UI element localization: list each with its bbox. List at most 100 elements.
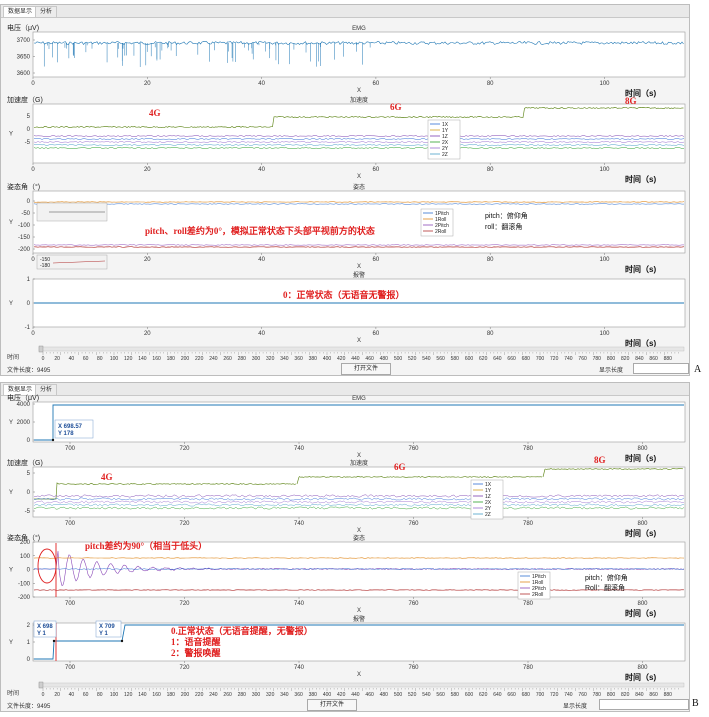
b-alarm-tooltip-2 xyxy=(95,620,122,638)
b-emg-tooltip-x: X 698.57 xyxy=(58,424,83,430)
a-scroll-tick-label: 880 xyxy=(664,356,673,362)
b-att-ytick-label: 200 xyxy=(20,540,31,546)
b-acc-series-flat xyxy=(33,494,685,498)
b-emg-xtick-label: 700 xyxy=(65,446,76,452)
tab-bar: 数据显示 分析 xyxy=(1,5,689,18)
b-att-legend-entry: 2Roll xyxy=(532,592,543,598)
a-att-legend xyxy=(420,208,454,237)
a-acc-series-1x xyxy=(34,138,685,140)
a-scroll-tick-label: 80 xyxy=(97,356,103,362)
a-scroll-tick-label: 680 xyxy=(522,356,531,362)
a-emg-plot-area xyxy=(32,31,686,78)
b-acc-legend-entry: 2Z xyxy=(485,512,491,518)
b-scroll-tick-label: 460 xyxy=(365,692,374,698)
a-scroll-label: 时间 xyxy=(7,353,19,361)
b-acc-step-1 xyxy=(296,476,300,485)
a-acc-legend-entry: 1Z xyxy=(442,134,448,140)
a-emg-xtick-label: 100 xyxy=(599,81,610,87)
b-emg-yaxis-letter: Y xyxy=(9,420,13,426)
a-scroll-tick-label: 360 xyxy=(294,356,303,362)
a-acc-ytick-label: 0 xyxy=(27,127,31,133)
a-emg-xtick-label: 60 xyxy=(373,81,380,87)
a-scroll-tick-label: 520 xyxy=(408,356,417,362)
a-att-inset-tick: -180 xyxy=(40,263,50,269)
a-acc-ytick-label: 5 xyxy=(27,114,31,120)
b-alarm-tooltip-1 xyxy=(33,620,57,638)
b-scroll-tick-label: 20 xyxy=(54,692,60,698)
b-emg-xtick-label: 760 xyxy=(408,446,419,452)
a-scroll-tick-label: 300 xyxy=(252,356,261,362)
a-emg-ytick-label: 3600 xyxy=(17,71,31,77)
b-scroll-tick-label: 200 xyxy=(181,692,190,698)
open-file-button[interactable]: 打开文件 xyxy=(307,699,357,711)
b-scroll-tick-label: 380 xyxy=(309,692,318,698)
b-emg-xtick-label: 780 xyxy=(523,446,534,452)
b-scroll-tick-label: 60 xyxy=(83,692,89,698)
a-scroll-tick-label: 180 xyxy=(167,356,176,362)
b-scroll-tick-label: 500 xyxy=(394,692,403,698)
a-att-ytick-label: -150 xyxy=(18,235,31,241)
b-alarm-ytick-label: 2 xyxy=(27,623,31,629)
a-scroll-tick-label: 820 xyxy=(621,356,630,362)
a-scroll-tick-label: 120 xyxy=(124,356,133,362)
b-scroll-tick-label: 840 xyxy=(635,692,644,698)
b-scroll-tick-label: 160 xyxy=(152,692,161,698)
b-acc-legend-entry: 1X xyxy=(485,482,492,488)
a-acc-plot-area xyxy=(32,103,686,164)
b-emg-xtick-label: 720 xyxy=(179,446,190,452)
open-file-button[interactable]: 打开文件 xyxy=(341,363,391,375)
a-scroll-tick-label: 280 xyxy=(238,356,247,362)
a-alarm-annotation: 0：正常状态（无语音无警报） xyxy=(283,289,405,300)
a-emg-xtick-label: 0 xyxy=(31,81,35,87)
b-scroll-tick-label: 620 xyxy=(479,692,488,698)
b-scroll-tick-label: 400 xyxy=(323,692,332,698)
a-acc-series-1y xyxy=(33,141,685,143)
a-acc-annotation-8g: 8G xyxy=(625,96,637,106)
panel-b: 数据显示 分析 EMG 电压（μV) Y 700 720 740 760 780 800 X 时间（… xyxy=(0,382,690,712)
a-acc-annotation-6g: 6G xyxy=(390,102,402,112)
display-length-input[interactable] xyxy=(599,699,689,710)
a-emg-title: EMG xyxy=(352,26,366,32)
b-scroll-tick-label: 600 xyxy=(465,692,474,698)
tab-analysis[interactable]: 分析 xyxy=(35,6,58,17)
b-acc-legend xyxy=(470,479,504,520)
a-alarm-xtick-label: 100 xyxy=(599,331,610,337)
b-scroll-tick-label: 340 xyxy=(280,692,289,698)
a-acc-series-1z xyxy=(33,144,685,146)
b-alarm-xtick-label: 720 xyxy=(179,665,190,671)
a-att-xtick-label: 0 xyxy=(31,257,35,263)
a-acc-annotation-4g: 4G xyxy=(149,108,161,118)
b-alarm-time-label: 时间（s) xyxy=(625,672,656,682)
b-scroll-tick-label: 120 xyxy=(124,692,133,698)
b-att-ytick-label: 0 xyxy=(27,568,31,574)
b-scroll-track xyxy=(38,682,685,688)
b-scroll-tick-label: 760 xyxy=(578,692,587,698)
a-acc-legend-entry: 2Z xyxy=(442,152,448,158)
b-att-xtick-label: 800 xyxy=(637,601,648,607)
a-scroll-tick-label: 160 xyxy=(152,356,161,362)
b-alarm-xtick-label: 780 xyxy=(523,665,534,671)
a-scroll-tick-label: 260 xyxy=(223,356,232,362)
b-acc-xtick-label: 800 xyxy=(637,521,648,527)
a-att-xtick-label: 80 xyxy=(487,257,494,263)
b-acc-xlabel: X xyxy=(357,528,361,534)
b-scroll-tick-label: 180 xyxy=(167,692,176,698)
b-acc-annotation-4g: 4G xyxy=(101,472,113,482)
b-acc-series-1z-a xyxy=(34,482,297,500)
b-alarm-xlabel: X xyxy=(357,672,361,678)
a-att-ylabel: 姿态角（°) xyxy=(7,182,40,191)
b-acc-ytick-label: 0 xyxy=(27,490,31,496)
file-length-label: 文件长度：9495 xyxy=(7,368,51,374)
file-length-label: 文件长度：9495 xyxy=(7,704,51,710)
b-alarm-xtick-label: 700 xyxy=(65,665,76,671)
b-scroll-tick-label: 780 xyxy=(593,692,602,698)
tab-analysis[interactable]: 分析 xyxy=(35,384,58,395)
display-length-label: 显示长度 xyxy=(563,704,588,710)
b-acc-ylabel: 加速度（G) xyxy=(7,458,43,467)
a-att-inset-bottom-line xyxy=(52,260,106,264)
a-acc-series-1z xyxy=(33,107,684,129)
b-att-note-pitch: pitch：俯仰角 xyxy=(585,573,628,582)
display-length-input[interactable] xyxy=(633,363,689,374)
